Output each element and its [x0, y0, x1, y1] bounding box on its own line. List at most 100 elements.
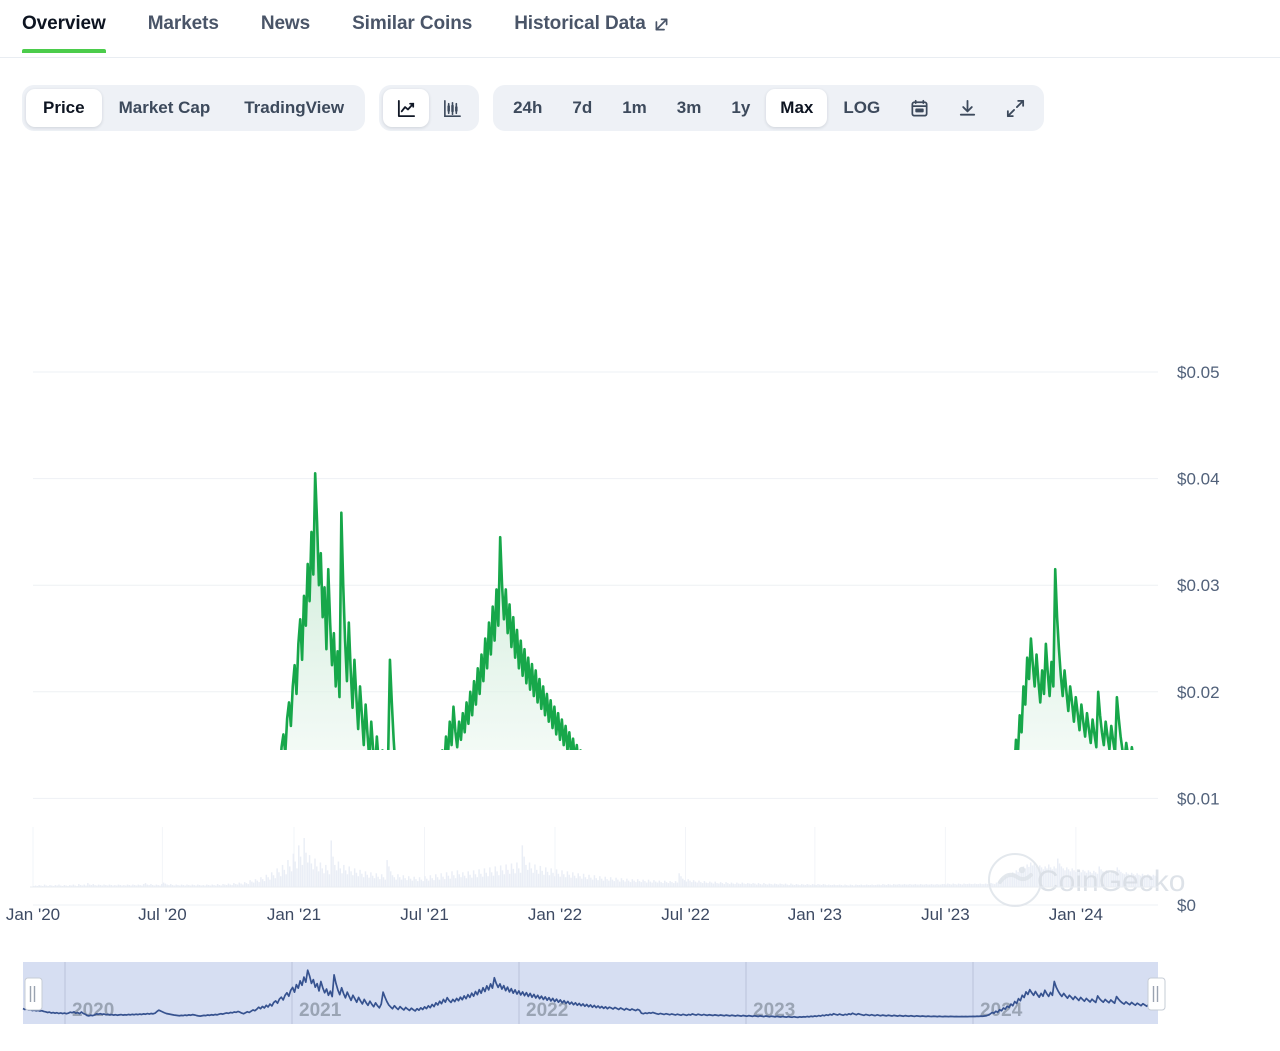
price-chart[interactable]: CoinGecko $0.05 $0.04 $0.03 $0.02 $0.01 $0 Ja… — [0, 160, 1280, 940]
tab-markets[interactable]: Markets — [148, 0, 219, 53]
volume-bar — [1042, 869, 1045, 887]
volume-bar — [312, 869, 314, 887]
volume-bar — [499, 865, 502, 887]
volume-bar — [689, 880, 691, 887]
volume-bar — [476, 877, 478, 887]
range-option-log[interactable]: LOG — [829, 89, 894, 127]
line-chart-icon[interactable] — [383, 89, 430, 127]
volume-bar — [801, 884, 803, 887]
volume-bar — [258, 882, 260, 887]
volume-bar — [891, 885, 893, 887]
volume-bar — [804, 885, 807, 887]
fullscreen-button[interactable] — [992, 89, 1038, 127]
volume-bar — [1049, 867, 1052, 887]
candlestick-chart-icon[interactable] — [429, 89, 475, 127]
date-range-button[interactable] — [896, 89, 942, 127]
price-chart-svg[interactable]: CoinGecko $0.05 $0.04 $0.03 $0.02 $0.01 $0 Ja… — [0, 160, 1280, 940]
volume-bar — [1082, 869, 1084, 887]
volume-bar — [773, 883, 776, 887]
volume-bar — [975, 884, 978, 887]
metric-option-tradingview[interactable]: TradingView — [227, 89, 361, 127]
volume-bar — [746, 883, 749, 887]
volume-bar — [88, 884, 91, 887]
volume-bar — [691, 882, 693, 887]
volume-bar — [447, 875, 450, 887]
volume-bar — [505, 864, 507, 887]
volume-bar — [537, 873, 540, 887]
volume-bar — [938, 884, 940, 887]
volume-bar — [379, 879, 381, 887]
chart-navigator[interactable]: 2020 2021 2022 2023 2024 — [0, 955, 1280, 1035]
metric-option-market-cap[interactable]: Market Cap — [102, 89, 228, 127]
range-option-24h[interactable]: 24h — [499, 89, 556, 127]
volume-bar — [337, 861, 340, 887]
volume-bar — [678, 873, 680, 887]
volume-bar — [310, 863, 313, 887]
volume-bar — [701, 883, 704, 887]
tab-historical-data[interactable]: Historical Data — [514, 0, 670, 53]
volume-bar — [225, 885, 228, 887]
tab-news[interactable]: News — [261, 0, 310, 53]
volume-bar — [243, 882, 246, 887]
range-option-3m[interactable]: 3m — [663, 89, 716, 127]
volume-bar — [81, 885, 84, 887]
volume-bar — [188, 885, 190, 887]
volume-bar — [929, 884, 931, 887]
volume-bar — [261, 879, 264, 887]
volume-bar — [1143, 875, 1146, 887]
volume-bar — [563, 874, 565, 887]
volume-bar — [892, 884, 895, 887]
volume-bar — [325, 864, 327, 887]
range-option-max[interactable]: Max — [766, 89, 828, 127]
range-option-7d[interactable]: 7d — [558, 89, 606, 127]
volume-bar — [772, 884, 774, 887]
volume-bar — [611, 879, 614, 887]
volume-bar — [736, 882, 738, 887]
volume-bar — [680, 876, 682, 887]
volume-bar — [1006, 877, 1009, 887]
range-option-1m[interactable]: 1m — [608, 89, 661, 127]
volume-bar — [1139, 875, 1142, 887]
range-option-1y[interactable]: 1y — [717, 89, 764, 127]
volume-bar — [359, 869, 361, 887]
volume-bar — [526, 869, 529, 887]
volume-bar — [622, 880, 625, 887]
volume-bar — [40, 885, 42, 887]
volume-bar — [1087, 870, 1090, 887]
tab-similar-coins[interactable]: Similar Coins — [352, 0, 472, 53]
tab-label: Similar Coins — [352, 13, 473, 34]
x-axis-tick-label: Jan '23 — [788, 905, 842, 924]
volume-bar — [934, 884, 936, 887]
volume-bar — [177, 885, 179, 887]
volume-bar — [180, 884, 183, 887]
volume-bar — [754, 883, 756, 887]
volume-bar — [247, 884, 250, 887]
volume-bar — [620, 878, 623, 887]
price-line — [280, 471, 1134, 750]
metric-option-price[interactable]: Price — [26, 89, 102, 127]
volume-bar — [384, 879, 387, 887]
volume-bar — [716, 883, 718, 887]
volume-bar — [829, 885, 832, 887]
volume-bar — [375, 873, 378, 887]
navigator-selection[interactable] — [23, 962, 1158, 1024]
volume-bar — [242, 884, 244, 887]
volume-bar — [238, 882, 241, 887]
volume-bar — [864, 885, 866, 887]
volume-bar — [45, 885, 48, 887]
navigator-svg[interactable]: 2020 2021 2022 2023 2024 — [0, 955, 1280, 1035]
volume-bar — [215, 885, 217, 887]
volume-bar — [507, 869, 509, 887]
volume-bar — [65, 885, 67, 887]
tab-overview[interactable]: Overview — [22, 0, 106, 53]
volume-bar — [1022, 866, 1025, 887]
section-tabs: Overview Markets News Similar Coins Historic… — [0, 0, 1280, 58]
volume-bar — [878, 884, 881, 887]
volume-bar — [651, 882, 653, 887]
navigator-handle-right[interactable] — [1147, 977, 1166, 1011]
volume-bar — [352, 875, 354, 887]
navigator-handle-left[interactable] — [24, 977, 43, 1011]
download-chart-button[interactable] — [944, 89, 990, 127]
volume-bar — [992, 883, 994, 887]
